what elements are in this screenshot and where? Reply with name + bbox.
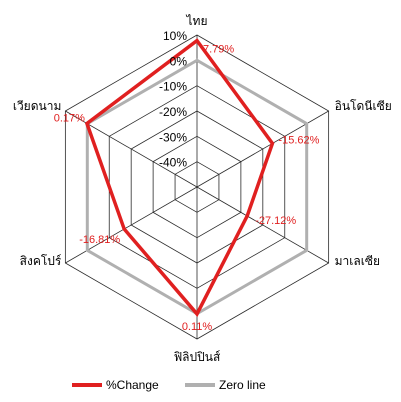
series-line-pctchange <box>84 38 275 318</box>
tick-label: -30% <box>159 130 187 144</box>
data-label: 0.17% <box>54 112 85 124</box>
category-label: อินโดนีเซีย <box>335 99 392 113</box>
category-label: สิงคโปร์ <box>20 254 62 268</box>
category-label: มาเลเซีย <box>335 254 380 268</box>
radial-tick-labels: 10% 0% -10% -20% -30% -40% <box>159 29 187 170</box>
tick-label: -20% <box>159 105 187 119</box>
tick-label: -40% <box>159 156 187 170</box>
legend-label-zero-line: Zero line <box>219 378 266 392</box>
legend-label-pctchange: %Change <box>106 378 159 392</box>
tick-label: 10% <box>163 29 187 43</box>
data-label: -16.81% <box>79 234 120 246</box>
data-label: 7.79% <box>203 44 234 56</box>
tick-label: 0% <box>170 54 188 68</box>
tick-label: -10% <box>159 80 187 94</box>
legend: %Change Zero line <box>72 378 266 392</box>
data-label: 0.11% <box>182 321 213 333</box>
category-label: เวียดนาม <box>13 99 62 113</box>
data-labels: 7.79% -15.62% -27.12% 0.11% -16.81% 0.17% <box>54 44 320 333</box>
category-label: ฟิลิปปินส์ <box>174 350 221 364</box>
radar-grid <box>64 34 330 340</box>
category-label: ไทย <box>186 14 208 28</box>
data-label: -27.12% <box>255 215 296 227</box>
data-label: -15.62% <box>278 134 319 146</box>
radar-series <box>84 38 309 318</box>
